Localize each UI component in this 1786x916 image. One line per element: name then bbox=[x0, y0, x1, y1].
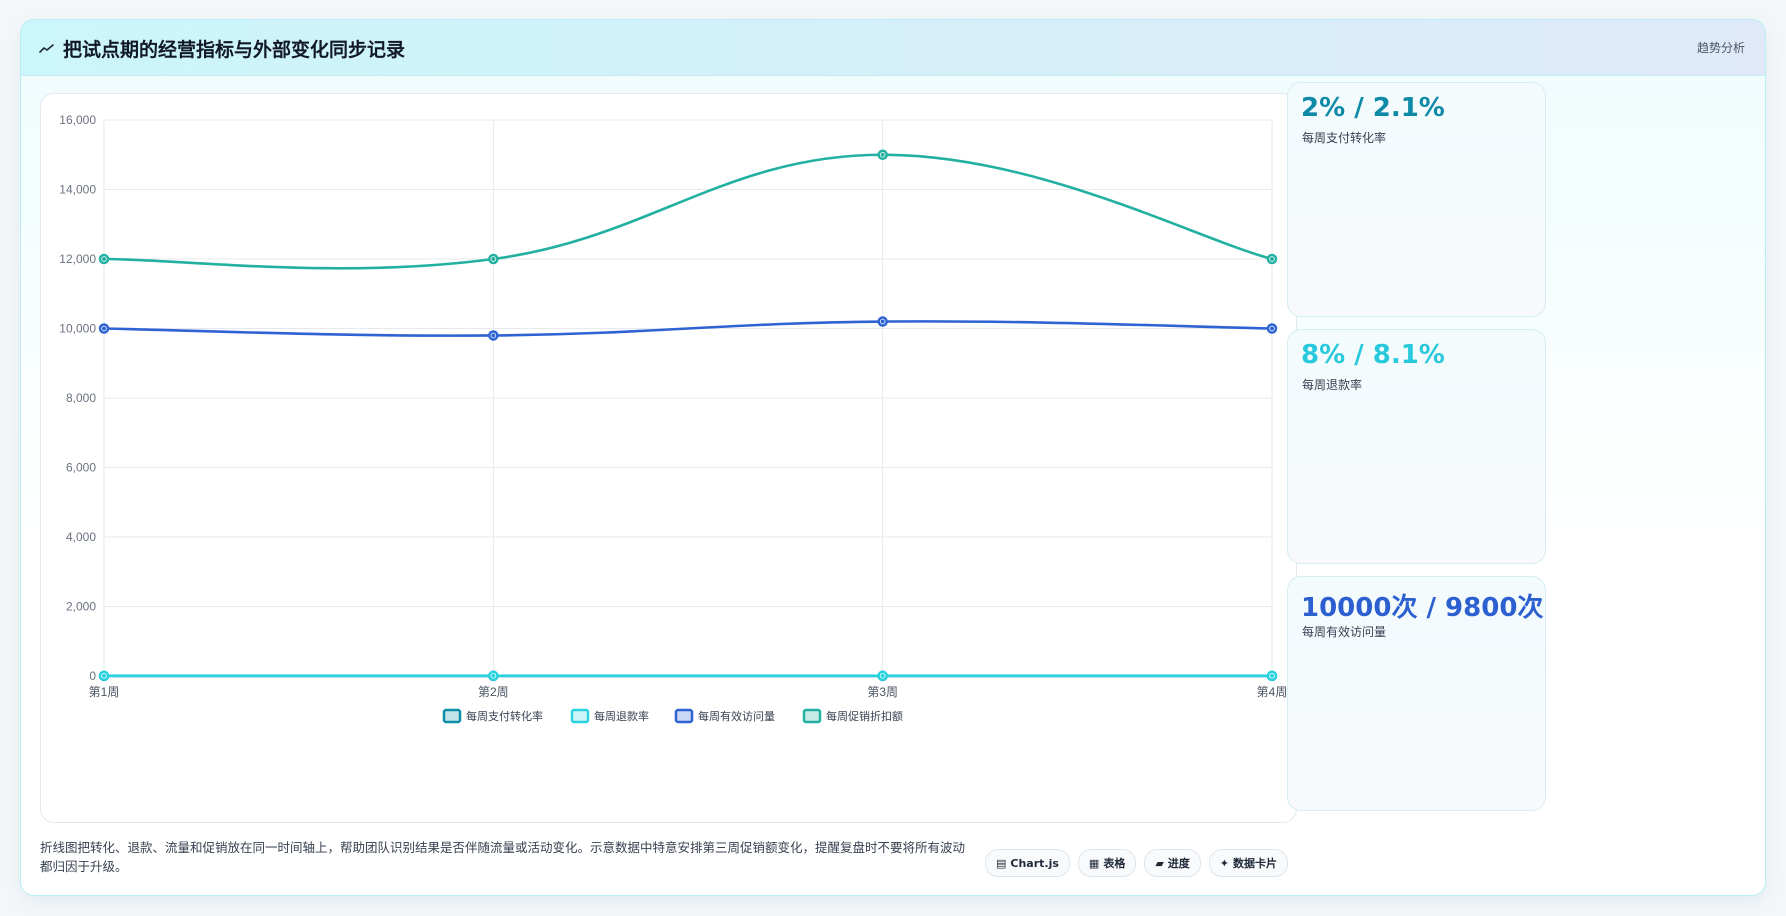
data-point-core bbox=[1270, 257, 1274, 261]
data-point-core bbox=[491, 333, 496, 338]
chip-label: 进度 bbox=[1167, 857, 1190, 870]
x-tick-label: 第4周 bbox=[1257, 685, 1288, 699]
data-point-core bbox=[880, 319, 885, 324]
data-point-core bbox=[491, 257, 496, 261]
kpi-value: 2% / 2.1% bbox=[1301, 93, 1445, 123]
kpi-label: 每周支付转化率 bbox=[1302, 131, 1387, 145]
y-tick-label: 16,000 bbox=[59, 113, 96, 127]
legend-label: 每周促销折扣额 bbox=[826, 709, 903, 723]
y-tick-label: 10,000 bbox=[59, 322, 96, 336]
y-tick-label: 6,000 bbox=[66, 461, 96, 475]
trend-analysis-tag[interactable]: 趋势分析 bbox=[1696, 41, 1745, 55]
data-point-core bbox=[491, 673, 496, 678]
kpi-card-conversion: 2% / 2.1% 每周支付转化率 bbox=[1287, 82, 1546, 317]
chip-chartjs[interactable]: ▤ Chart.js bbox=[985, 849, 1070, 877]
y-tick-label: 2,000 bbox=[66, 600, 96, 614]
legend-swatch bbox=[442, 708, 462, 724]
y-tick-label: 0 bbox=[89, 669, 96, 683]
data-point-core bbox=[1270, 673, 1274, 678]
chip-data-card[interactable]: ✦ 数据卡片 bbox=[1208, 849, 1289, 877]
chip-label: 数据卡片 bbox=[1233, 857, 1278, 870]
kpi-value: 8% / 8.1% bbox=[1301, 340, 1445, 370]
chip-label: 表格 bbox=[1103, 857, 1126, 870]
y-tick-label: 4,000 bbox=[66, 530, 96, 544]
dashboard-card: 把试点期的经营指标与外部变化同步记录 趋势分析 0 2,000 4,000 6,000… bbox=[20, 19, 1766, 896]
series-line bbox=[103, 153, 1273, 270]
x-tick-label: 第3周 bbox=[867, 685, 898, 699]
y-tick-label: 12,000 bbox=[59, 252, 96, 266]
chart-description: 折线图把转化、退款、流量和促销放在同一时间轴上，帮助团队识别结果是否伴随流量或活… bbox=[40, 840, 966, 874]
chip-progress[interactable]: ▰ 进度 bbox=[1144, 849, 1201, 877]
data-point-core bbox=[102, 257, 106, 261]
y-tick-label: 14,000 bbox=[59, 183, 96, 197]
title-group: 把试点期的经营指标与外部变化同步记录 bbox=[39, 35, 405, 62]
kpi-label: 每周退款率 bbox=[1302, 378, 1363, 392]
legend-label: 每周退款率 bbox=[594, 709, 649, 723]
chart-icon: ▤ bbox=[996, 856, 1007, 870]
data-point-core bbox=[880, 152, 885, 157]
data-point-core bbox=[1270, 326, 1274, 331]
table-icon: ▦ bbox=[1088, 856, 1100, 870]
progress-icon: ▰ bbox=[1155, 856, 1164, 870]
kpi-label: 每周有效访问量 bbox=[1302, 625, 1387, 639]
chart-panel: 0 2,000 4,000 6,000 8,000 10,000 12,000 14,000 1… bbox=[40, 93, 1297, 823]
y-tick-label: 8,000 bbox=[66, 391, 96, 405]
line-chart: 0 2,000 4,000 6,000 8,000 10,000 12,000 14,000 1… bbox=[59, 113, 1288, 724]
chip-table[interactable]: ▦ 表格 bbox=[1077, 849, 1137, 877]
x-tick-label: 第1周 bbox=[89, 685, 120, 699]
chip-label: Chart.js bbox=[1010, 856, 1059, 870]
kpi-value: 10000次 / 9800次 bbox=[1301, 593, 1544, 623]
legend-label: 每周有效访问量 bbox=[698, 709, 775, 723]
data-point-core bbox=[102, 673, 106, 678]
x-tick-label: 第2周 bbox=[478, 685, 509, 699]
data-point-core bbox=[102, 326, 106, 331]
kpi-card-visits: 10000次 / 9800次 每周有效访问量 bbox=[1287, 576, 1546, 811]
feature-chips: ▤ Chart.js ▦ 表格 ▰ 进度 ✦ 数据卡片 bbox=[985, 849, 1289, 877]
trend-icon bbox=[39, 43, 54, 53]
legend-label: 每周支付转化率 bbox=[466, 709, 543, 723]
page-title: 把试点期的经营指标与外部变化同步记录 bbox=[63, 39, 406, 61]
card-header: 把试点期的经营指标与外部变化同步记录 趋势分析 bbox=[21, 20, 1765, 76]
card-icon: ✦ bbox=[1219, 856, 1230, 870]
series-line bbox=[103, 320, 1273, 337]
data-point-core bbox=[880, 673, 885, 678]
legend-swatch bbox=[674, 708, 694, 724]
legend-swatch bbox=[802, 708, 822, 724]
legend-swatch bbox=[570, 708, 590, 724]
kpi-card-refund: 8% / 8.1% 每周退款率 bbox=[1287, 329, 1546, 564]
